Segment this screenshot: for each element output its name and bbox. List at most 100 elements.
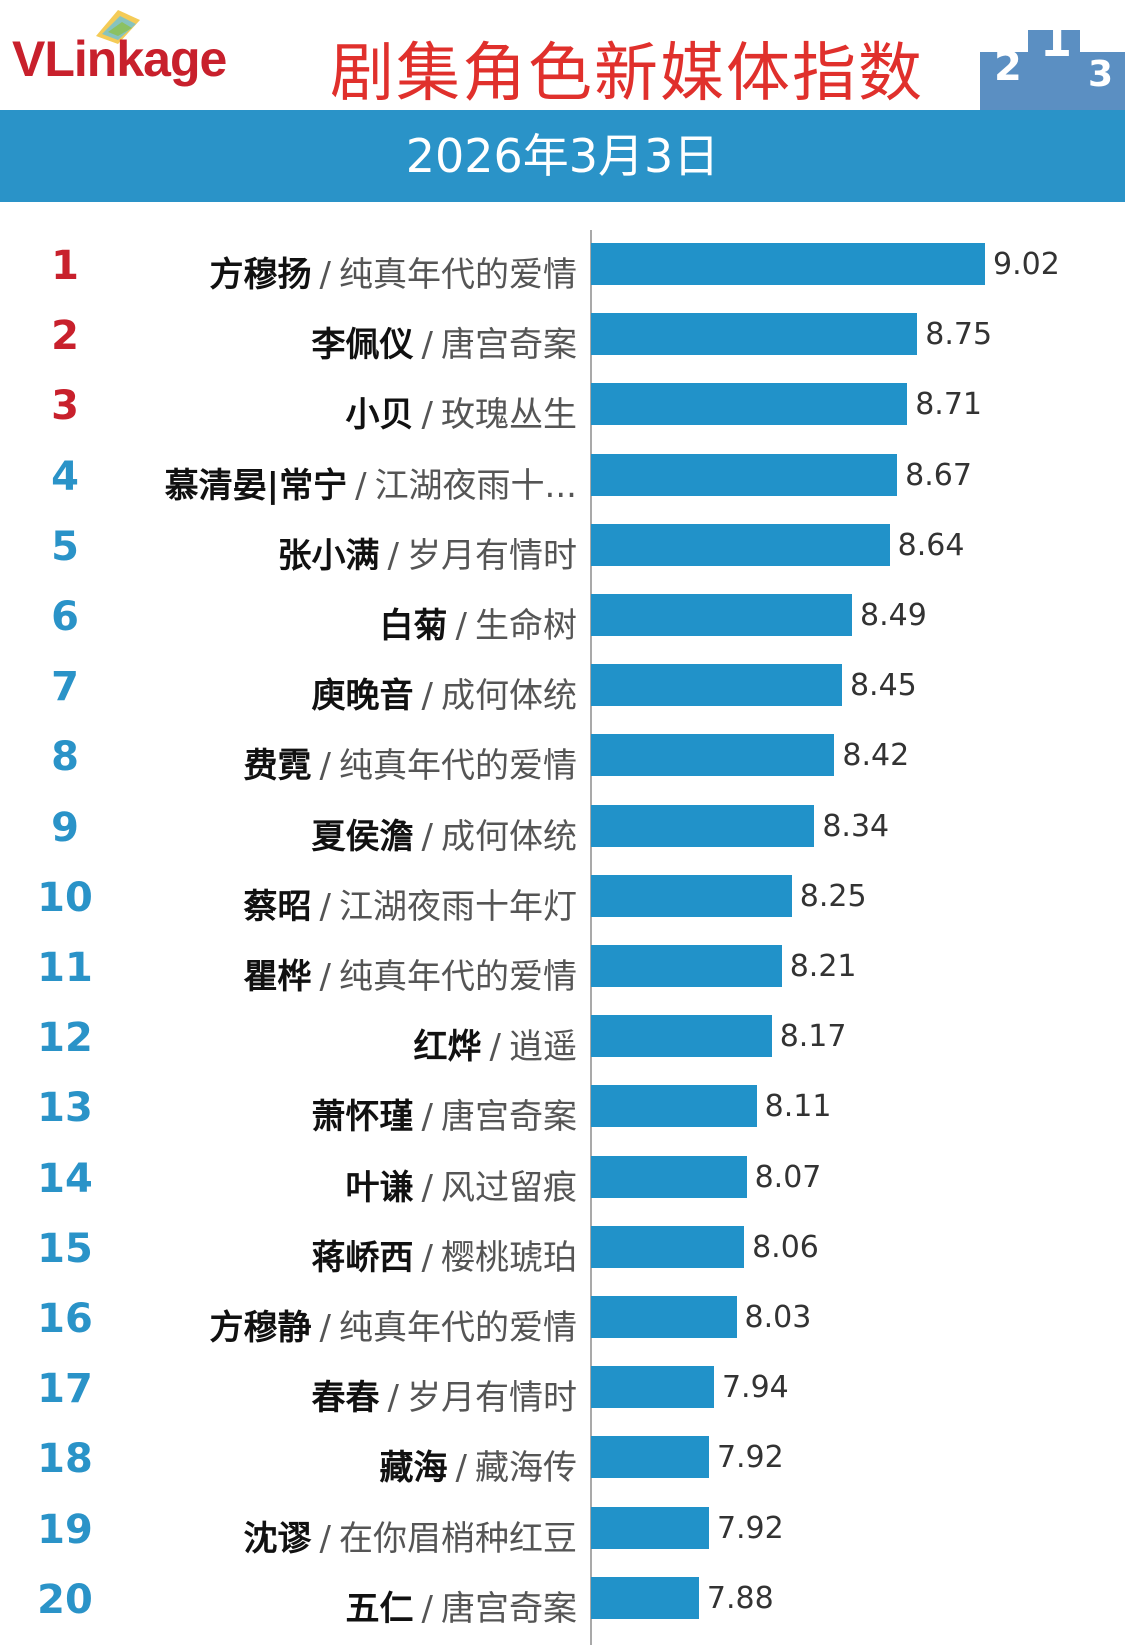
- chart-row: 7 庾晚音 / 成何体统 8.45: [0, 656, 1125, 726]
- chart-row: 6 白菊 / 生命树 8.49: [0, 586, 1125, 656]
- rank-number: 14: [37, 1155, 93, 1202]
- chart-row: 9 夏侯澹 / 成何体统 8.34: [0, 797, 1125, 867]
- chart-row: 8 费霓 / 纯真年代的爱情 8.42: [0, 726, 1125, 796]
- data-label: 8.17: [779, 1019, 847, 1055]
- data-label: 8.64: [897, 527, 965, 563]
- character-name: 春春: [311, 1378, 380, 1419]
- bar: [591, 664, 842, 707]
- drama-title: 樱桃琥珀: [441, 1237, 577, 1278]
- drama-title: 生命树: [475, 606, 577, 646]
- bar-label: 藏海 / 藏海传: [380, 1440, 577, 1489]
- separator: /: [355, 465, 367, 506]
- bar: [591, 874, 792, 917]
- drama-title: 藏海传: [475, 1448, 577, 1489]
- data-label: 8.25: [799, 878, 867, 914]
- character-name: 瞿桦: [243, 957, 312, 997]
- character-name: 红烨: [413, 1027, 482, 1068]
- bar-label: 沈谬 / 在你眉梢种红豆: [244, 1511, 577, 1560]
- separator: /: [421, 1167, 433, 1208]
- character-name: 五仁: [345, 1588, 414, 1629]
- bar-label: 白菊 / 生命树: [380, 598, 577, 647]
- bar: [591, 1506, 709, 1549]
- bar: [591, 453, 898, 496]
- drama-title: 在你眉梢种红豆: [339, 1518, 577, 1559]
- bar: [591, 1155, 747, 1198]
- character-name: 小贝: [345, 395, 414, 436]
- bar-label: 红烨 / 逍遥: [414, 1019, 577, 1068]
- rank-number: 10: [37, 874, 93, 921]
- bar-label: 瞿桦 / 纯真年代的爱情: [244, 949, 577, 998]
- separator: /: [421, 1237, 433, 1278]
- chart-row: 19 沈谬 / 在你眉梢种红豆 7.92: [0, 1499, 1125, 1569]
- logo-mark-icon: [96, 10, 140, 44]
- bar: [591, 1085, 757, 1128]
- bar: [591, 1296, 737, 1338]
- data-label: 7.94: [721, 1370, 789, 1406]
- character-name: 张小满: [277, 535, 380, 576]
- rank-number: 17: [37, 1366, 93, 1413]
- chart-row: 14 叶谦 / 风过留痕 8.07: [0, 1148, 1125, 1218]
- bar-label: 夏侯澹 / 成何体统: [312, 809, 577, 858]
- character-name: 藏海: [379, 1448, 448, 1489]
- bar: [591, 804, 815, 847]
- chart-row: 15 蒋峤西 / 樱桃琥珀 8.06: [0, 1218, 1125, 1288]
- separator: /: [421, 325, 433, 366]
- bar-label: 庾晚音 / 成何体统: [312, 668, 577, 717]
- header: VLinkage 剧集角色新媒体指数 2 1 3: [0, 0, 1125, 111]
- bar: [591, 313, 918, 356]
- chart-row: 4 慕清晏|常宁 / 江湖夜雨十... 8.67: [0, 446, 1125, 516]
- data-label: 7.92: [716, 1510, 784, 1546]
- bar-label: 小贝 / 玫瑰丛生: [346, 387, 577, 436]
- bar: [591, 523, 890, 566]
- character-name: 慕清晏|常宁: [164, 465, 348, 506]
- character-name: 方穆静: [209, 1308, 312, 1348]
- bar: [591, 734, 835, 777]
- chart-row: 1 方穆扬 / 纯真年代的爱情 9.02: [0, 235, 1125, 305]
- logo-text: Linkage: [44, 31, 227, 87]
- bar-label: 叶谦 / 风过留痕: [346, 1160, 577, 1209]
- chart-axis: [590, 230, 592, 1645]
- podium-icon: 2 1 3: [980, 13, 1125, 110]
- bar: [591, 243, 985, 285]
- rank-number: 7: [51, 664, 79, 711]
- drama-title: 唐宫奇案: [441, 325, 577, 366]
- data-label: 8.07: [754, 1159, 822, 1195]
- separator: /: [319, 886, 331, 927]
- character-name: 庾晚音: [311, 676, 414, 717]
- drama-title: 江湖夜雨十...: [374, 465, 577, 506]
- chart-row: 11 瞿桦 / 纯真年代的爱情 8.21: [0, 937, 1125, 1007]
- chart-row: 10 蔡昭 / 江湖夜雨十年灯 8.25: [0, 867, 1125, 937]
- bar-label: 蒋峤西 / 樱桃琥珀: [312, 1230, 577, 1279]
- chart-row: 20 五仁 / 唐宫奇案 7.88: [0, 1569, 1125, 1639]
- svg-text:3: 3: [1088, 54, 1113, 95]
- character-name: 李佩仪: [311, 325, 414, 366]
- chart-row: 5 张小满 / 岁月有情时 8.64: [0, 516, 1125, 586]
- rank-number: 16: [37, 1296, 93, 1342]
- character-name: 方穆扬: [209, 255, 312, 295]
- data-label: 8.42: [842, 738, 910, 774]
- bar-label: 费霓 / 纯真年代的爱情: [244, 738, 577, 787]
- svg-text:1: 1: [1040, 13, 1072, 67]
- chart-row: 18 藏海 / 藏海传 7.92: [0, 1428, 1125, 1498]
- drama-title: 风过留痕: [441, 1167, 577, 1208]
- character-name: 萧怀瑾: [311, 1097, 414, 1138]
- data-label: 7.88: [706, 1580, 774, 1616]
- separator: /: [387, 535, 399, 576]
- rank-number: 8: [51, 734, 79, 781]
- bar-label: 萧怀瑾 / 唐宫奇案: [312, 1089, 577, 1138]
- bar: [591, 1436, 709, 1479]
- bar: [591, 945, 782, 987]
- rank-number: 12: [37, 1015, 93, 1062]
- rank-number: 1: [51, 243, 79, 289]
- drama-title: 纯真年代的爱情: [339, 1308, 577, 1348]
- character-name: 蒋峤西: [311, 1237, 414, 1278]
- chart-row: 3 小贝 / 玫瑰丛生 8.71: [0, 375, 1125, 445]
- chart-title: 剧集角色新媒体指数: [330, 37, 924, 111]
- drama-title: 江湖夜雨十年灯: [339, 886, 577, 927]
- chart-row: 13 萧怀瑾 / 唐宫奇案 8.11: [0, 1077, 1125, 1147]
- chart-row: 17 春春 / 岁月有情时 7.94: [0, 1358, 1125, 1428]
- bar-label: 五仁 / 唐宫奇案: [346, 1581, 577, 1630]
- character-name: 叶谦: [345, 1167, 414, 1208]
- rank-number: 13: [37, 1085, 93, 1132]
- separator: /: [455, 1448, 467, 1489]
